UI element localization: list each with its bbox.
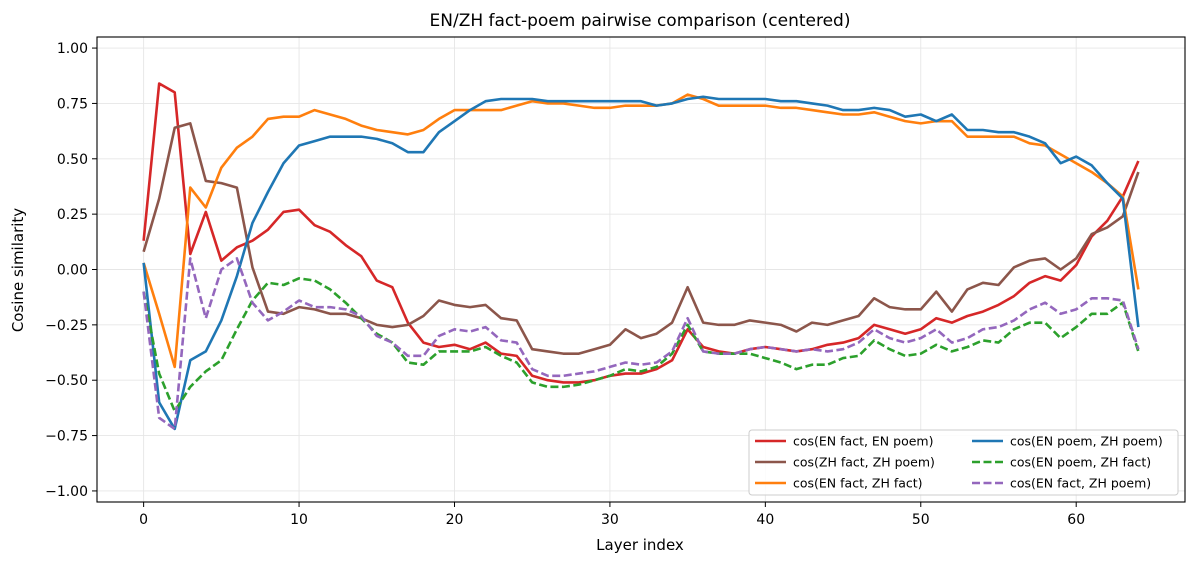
legend-label: cos(EN fact, ZH fact) bbox=[793, 476, 923, 491]
x-tick-label: 0 bbox=[139, 512, 148, 528]
series-line-5 bbox=[142, 277, 1140, 413]
y-tick-label: 0.00 bbox=[57, 263, 88, 279]
chart-title: EN/ZH fact-poem pairwise comparison (cen… bbox=[430, 11, 851, 31]
x-axis-title: Layer index bbox=[596, 536, 684, 554]
y-axis-title: Cosine similarity bbox=[9, 208, 27, 332]
series-line-2 bbox=[142, 122, 1140, 355]
series-line-4 bbox=[142, 95, 1140, 431]
y-tick-label: −0.50 bbox=[45, 373, 88, 389]
y-tick-label: −0.25 bbox=[45, 318, 88, 334]
y-tick-label: 0.25 bbox=[57, 207, 88, 223]
y-tick-label: −1.00 bbox=[45, 484, 88, 500]
series-lines bbox=[142, 82, 1140, 431]
x-tick-label: 20 bbox=[446, 512, 464, 528]
legend-label: cos(EN poem, ZH fact) bbox=[1010, 455, 1151, 470]
series-line-1 bbox=[142, 82, 1140, 384]
legend-label: cos(ZH fact, ZH poem) bbox=[793, 455, 935, 470]
series-line-3 bbox=[142, 93, 1140, 369]
y-tick-label: 0.50 bbox=[57, 152, 88, 168]
legend: cos(EN fact, EN poem) cos(ZH fact, ZH poe… bbox=[748, 429, 1179, 496]
y-tick-label: 0.75 bbox=[57, 96, 88, 112]
axis-ticks: 0 10 20 30 40 50 60 −1.00 −0.75 −0.50 −0.25 0.00 0.2… bbox=[45, 41, 1085, 528]
x-tick-label: 50 bbox=[912, 512, 930, 528]
legend-label: cos(EN fact, ZH poem) bbox=[1010, 476, 1151, 491]
x-tick-label: 30 bbox=[601, 512, 619, 528]
legend-label: cos(EN poem, ZH poem) bbox=[1010, 434, 1163, 449]
series-line-6 bbox=[142, 257, 1140, 431]
x-tick-label: 60 bbox=[1067, 512, 1085, 528]
legend-label: cos(EN fact, EN poem) bbox=[793, 434, 933, 449]
x-tick-label: 10 bbox=[290, 512, 308, 528]
y-tick-label: 1.00 bbox=[57, 41, 88, 57]
y-tick-label: −0.75 bbox=[45, 429, 88, 445]
x-tick-label: 40 bbox=[756, 512, 774, 528]
legend-box bbox=[748, 429, 1179, 496]
